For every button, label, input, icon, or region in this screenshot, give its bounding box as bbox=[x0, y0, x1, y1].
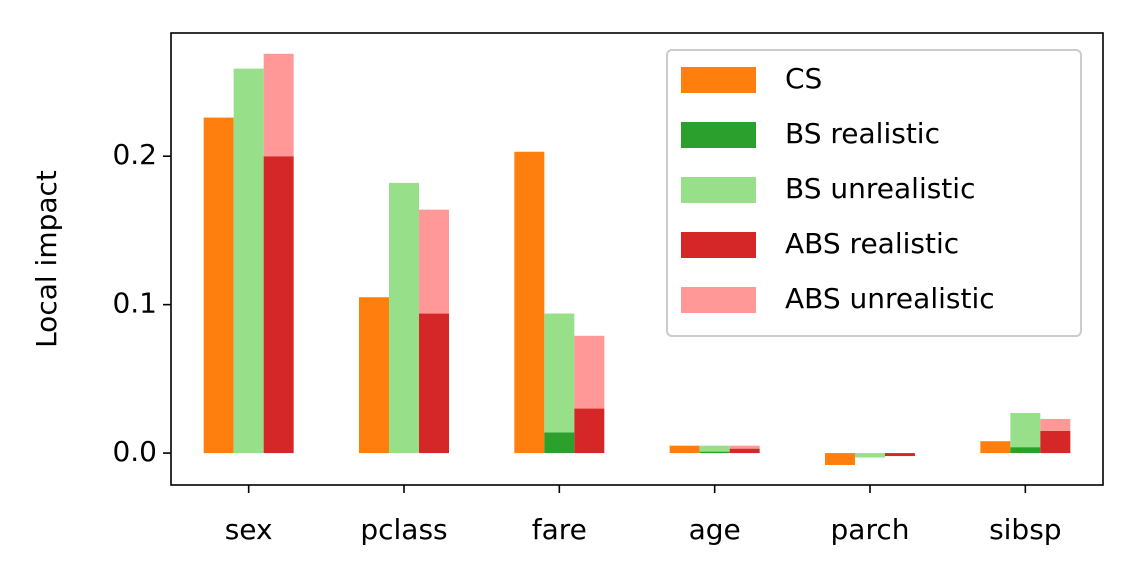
x-tick-label: sibsp bbox=[989, 513, 1062, 546]
bar bbox=[885, 453, 915, 457]
bar bbox=[263, 53, 294, 157]
bar bbox=[1040, 430, 1071, 454]
bar bbox=[729, 448, 760, 454]
legend-label: CS bbox=[785, 62, 822, 95]
y-tick-label: 0.2 bbox=[112, 138, 157, 171]
legend-swatch bbox=[681, 122, 756, 148]
legend-swatch bbox=[681, 287, 756, 313]
bar bbox=[359, 297, 389, 454]
legend-swatch bbox=[681, 177, 756, 203]
y-axis-label: Local impact bbox=[30, 170, 63, 348]
x-tick-label: fare bbox=[532, 513, 587, 546]
legend-swatch bbox=[681, 67, 756, 93]
bar bbox=[389, 182, 419, 454]
bar bbox=[825, 453, 855, 465]
bar bbox=[574, 408, 605, 454]
bar bbox=[574, 335, 605, 409]
bar bbox=[980, 441, 1011, 454]
legend-label: BS realistic bbox=[785, 117, 940, 150]
plot-frame bbox=[170, 32, 1104, 486]
bar bbox=[699, 451, 730, 454]
legend-swatch bbox=[681, 232, 756, 258]
bar bbox=[419, 209, 449, 314]
legend-label: ABS unrealistic bbox=[785, 282, 995, 315]
bar bbox=[544, 432, 575, 454]
bar bbox=[1040, 418, 1071, 431]
bar bbox=[203, 117, 234, 454]
bar bbox=[233, 68, 264, 454]
y-tick-label: 0.0 bbox=[112, 435, 157, 468]
bar bbox=[544, 313, 575, 433]
y-tick-label: 0.1 bbox=[112, 287, 157, 320]
x-tick-label: age bbox=[689, 513, 741, 546]
bar bbox=[419, 313, 449, 454]
x-tick-label: parch bbox=[831, 513, 910, 546]
bar bbox=[1010, 447, 1041, 454]
bar bbox=[855, 453, 885, 458]
legend-label: ABS realistic bbox=[785, 227, 959, 260]
bar bbox=[263, 156, 294, 454]
legend-label: BS unrealistic bbox=[785, 172, 975, 205]
legend-box bbox=[666, 49, 1082, 337]
bar bbox=[729, 445, 760, 449]
bar bbox=[669, 445, 700, 454]
bar bbox=[699, 445, 730, 452]
bar bbox=[1010, 413, 1041, 448]
x-tick-label: sex bbox=[225, 513, 273, 546]
bar bbox=[514, 151, 545, 454]
x-tick-label: pclass bbox=[360, 513, 447, 546]
